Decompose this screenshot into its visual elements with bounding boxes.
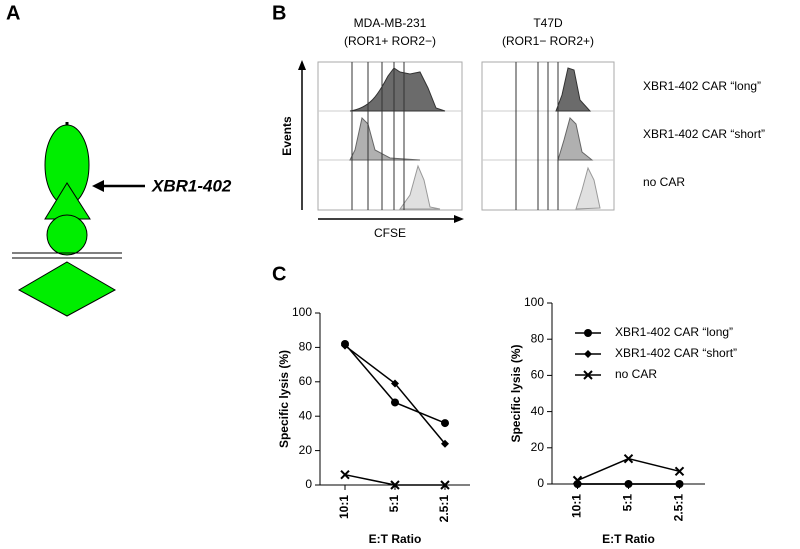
y-tick-label: 40 (531, 404, 545, 418)
arrow-head (298, 60, 306, 70)
y-tick-label: 0 (305, 477, 312, 491)
y-tick-label: 0 (537, 476, 544, 490)
x-tick-label: 2.5:1 (437, 495, 451, 523)
column-title: MDA-MB-231 (354, 16, 427, 30)
axis-label: CFSE (374, 226, 406, 240)
arrow-head (454, 215, 464, 223)
x-tick-label: 2.5:1 (672, 494, 686, 522)
column-title: T47D (533, 16, 563, 30)
panel-label: A (6, 2, 20, 24)
legend-label: no CAR (615, 367, 657, 381)
row-label: XBR1-402 CAR “long” (643, 79, 761, 93)
y-tick-label: 60 (531, 368, 545, 382)
column-subtitle: (ROR1− ROR2+) (502, 34, 594, 48)
x-tick-label: 10:1 (570, 494, 584, 518)
x-tick-label: 5:1 (621, 494, 635, 512)
row-label: no CAR (643, 175, 685, 189)
arrow-head (92, 180, 104, 192)
y-axis-label: Specific lysis (%) (277, 350, 291, 448)
marker (390, 480, 400, 490)
panel-label: B (272, 2, 286, 24)
diagram-label: XBR1-402 (151, 176, 232, 195)
y-tick-label: 100 (292, 305, 312, 319)
y-tick-label: 80 (299, 340, 313, 354)
x-axis-label: E:T Ratio (602, 532, 655, 546)
column-subtitle: (ROR1+ ROR2−) (344, 34, 436, 48)
marker (441, 419, 449, 428)
histogram-panel (317, 61, 463, 211)
series-line (577, 457, 680, 482)
legend-label: XBR1-402 CAR “short” (615, 346, 737, 360)
legend-label: XBR1-402 CAR “long” (615, 325, 733, 339)
marker (623, 453, 634, 464)
marker (341, 341, 349, 350)
marker (340, 469, 350, 480)
marker (441, 439, 449, 448)
marker (391, 379, 399, 388)
axis-label: Events (280, 116, 294, 156)
marker (624, 480, 633, 488)
x-tick-label: 10:1 (337, 495, 351, 519)
marker (440, 480, 450, 490)
y-tick-label: 20 (531, 440, 545, 454)
marker (584, 350, 592, 358)
row-label: XBR1-402 CAR “short” (643, 127, 765, 141)
y-tick-label: 100 (524, 295, 544, 309)
histogram-panel (481, 61, 615, 211)
y-tick-label: 60 (299, 374, 313, 388)
y-tick-label: 40 (299, 408, 313, 422)
panel-label: C (272, 263, 286, 285)
y-tick-label: 20 (299, 443, 313, 457)
marker (391, 398, 399, 407)
x-tick-label: 5:1 (387, 495, 401, 513)
x-axis-label: E:T Ratio (369, 532, 422, 546)
marker (584, 329, 592, 337)
receptor-diagram (12, 122, 122, 317)
y-axis-label: Specific lysis (%) (509, 344, 523, 442)
series-line (344, 473, 445, 486)
marker (572, 475, 583, 486)
marker (583, 370, 593, 380)
marker (675, 480, 684, 488)
marker (674, 466, 685, 477)
y-tick-label: 80 (531, 331, 545, 345)
